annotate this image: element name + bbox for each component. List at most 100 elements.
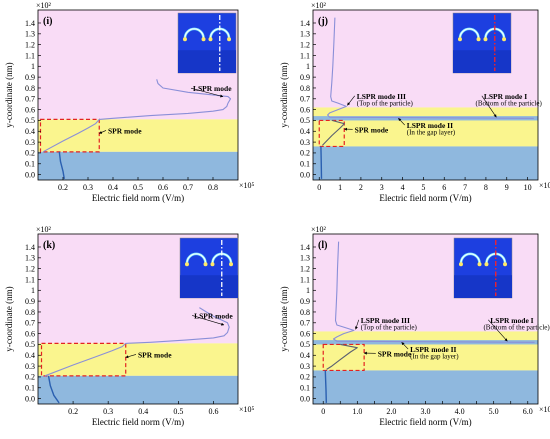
- y-tick-label: 0.3: [25, 138, 35, 147]
- y-tick-label: 0.6: [300, 329, 310, 338]
- spr-region-box: [40, 342, 127, 377]
- annotation-label: LSPR mode II: [410, 345, 456, 354]
- y-tick-label: 0.5: [300, 116, 310, 125]
- field-map-inset: [179, 237, 239, 299]
- y-axis-label: y-coordinate (nm): [4, 286, 14, 351]
- x-tick-label: 0.2: [58, 183, 68, 192]
- y-tick-label: 0.5: [300, 340, 310, 349]
- panel-label: (j): [318, 16, 328, 27]
- band-substrate: [38, 375, 238, 404]
- band-gap-layer: [313, 340, 538, 345]
- annotation-arrow: [347, 95, 355, 106]
- plot-frame: [312, 9, 539, 181]
- series-line-3: [324, 370, 327, 403]
- y-tick-label: 1.2: [25, 264, 35, 273]
- x-tick-label: 0.3: [103, 407, 113, 416]
- y-tick-label: 0.2: [300, 373, 310, 382]
- annotation-arrow: [398, 118, 405, 126]
- x-tick-label: 1: [338, 183, 342, 192]
- y-axis-label: y-coordinate (nm): [4, 62, 14, 127]
- y-tick-label: 0.0: [300, 394, 310, 403]
- x-axis-label: Electric field norm (V/m): [379, 417, 471, 427]
- x-tick-label: 0.3: [83, 183, 93, 192]
- y-tick-label: 0.6: [25, 329, 35, 338]
- annotation-label: LSPR mode: [194, 311, 233, 320]
- y-tick-label: 0.5: [25, 116, 35, 125]
- y-tick-label: 1.4: [300, 243, 310, 252]
- x-scale-label: ×10⁵: [539, 405, 550, 414]
- y-tick-label: 1.1: [25, 51, 35, 60]
- y-tick-label: 0.0: [300, 170, 310, 179]
- annotation-label: (Top of the particle): [361, 323, 418, 331]
- annotation-label: SPR mode: [138, 350, 172, 359]
- field-map-inset: [177, 12, 237, 74]
- band-gold-layer: [313, 107, 538, 147]
- y-tick-label: 1.4: [25, 19, 35, 28]
- series-line-2: [326, 343, 358, 370]
- y-tick-label: 1.3: [300, 30, 310, 39]
- annotation-label: (In the gap layer): [407, 129, 456, 137]
- y-tick-label: 0.8: [300, 84, 310, 93]
- y-tick-label: 1.1: [25, 275, 35, 284]
- field-map-inset: [453, 237, 513, 299]
- annotation-arrow: [192, 315, 225, 326]
- annotation-label: LSPR mode II: [407, 121, 453, 130]
- annotation-label: (Top of the particle): [357, 99, 414, 107]
- band-substrate: [313, 146, 538, 180]
- y-tick-label: 0.1: [300, 384, 310, 393]
- x-tick-label: 2: [359, 183, 363, 192]
- y-tick-label: 0.4: [300, 351, 310, 360]
- y-tick-label: 0.2: [25, 373, 35, 382]
- y-tick-label: 0.0: [25, 394, 35, 403]
- x-tick-label: 6.0: [523, 407, 533, 416]
- panel-1: 0.00.10.20.30.40.50.60.70.80.911.11.21.3…: [4, 1, 255, 203]
- annotation-arrow: [355, 319, 360, 330]
- annotation-label: LSPR mode III: [361, 316, 410, 325]
- y-tick-label: 0.5: [25, 340, 35, 349]
- annotation-arrow: [401, 342, 409, 350]
- annotation-label: LSPR mode I: [490, 316, 533, 325]
- panel-label: (l): [318, 240, 327, 251]
- x-tick-label: 10: [524, 183, 532, 192]
- x-tick-label: 0.5: [173, 407, 183, 416]
- x-tick-label: 0.4: [108, 183, 118, 192]
- y-tick-label: 0.4: [25, 351, 35, 360]
- panel-label: (k): [43, 240, 55, 251]
- y-tick-label: 1.2: [25, 40, 35, 49]
- annotation-arrow: [481, 95, 497, 118]
- annotation-arrow: [125, 354, 137, 359]
- y-tick-label: 0.8: [25, 308, 35, 317]
- series-line-1: [332, 241, 535, 343]
- x-tick-label: 0.8: [208, 183, 218, 192]
- y-tick-label: 1: [306, 62, 310, 71]
- annotation-label: LSPR mode: [193, 84, 232, 93]
- y-tick-label: 1.3: [25, 30, 35, 39]
- x-tick-label: 0.2: [68, 407, 78, 416]
- panel-4: 0.00.1 0.2 0.3 0.4 0.5 0.60.7 0.8 0.9 1 1.1 1.21.3…: [279, 225, 550, 427]
- x-tick-label: 0: [321, 407, 325, 416]
- x-tick-label: 0.6: [158, 183, 168, 192]
- series-line-2: [58, 151, 65, 180]
- y-tick-label: 0.7: [300, 95, 310, 104]
- y-tick-label: 1.1: [300, 51, 310, 60]
- y-tick-label: 0.8: [300, 308, 310, 317]
- y-tick-label: 1.4: [25, 243, 35, 252]
- series-line-3: [320, 146, 323, 179]
- y-tick-label: 0.7: [25, 95, 35, 104]
- series-line-1: [42, 79, 232, 153]
- annotation-label: SPR mode: [378, 349, 412, 358]
- y-axis-label: y-coordinate (nm): [279, 62, 289, 127]
- y-tick-label: 1.3: [25, 254, 35, 263]
- series-line-2: [47, 375, 60, 404]
- y-tick-label: 0.7: [300, 319, 310, 328]
- x-tick-label: 0.6: [208, 407, 218, 416]
- y-tick-label: 0.9: [300, 73, 310, 82]
- y-tick-label: 0.3: [25, 362, 35, 371]
- x-tick-label: 4.0: [455, 407, 465, 416]
- y-scale-label: ×10²: [36, 225, 52, 234]
- series-line-2: [321, 119, 345, 146]
- y-tick-label: 1.1: [300, 275, 310, 284]
- band-gold-layer: [38, 119, 238, 152]
- y-tick-label: 0.1: [25, 384, 35, 393]
